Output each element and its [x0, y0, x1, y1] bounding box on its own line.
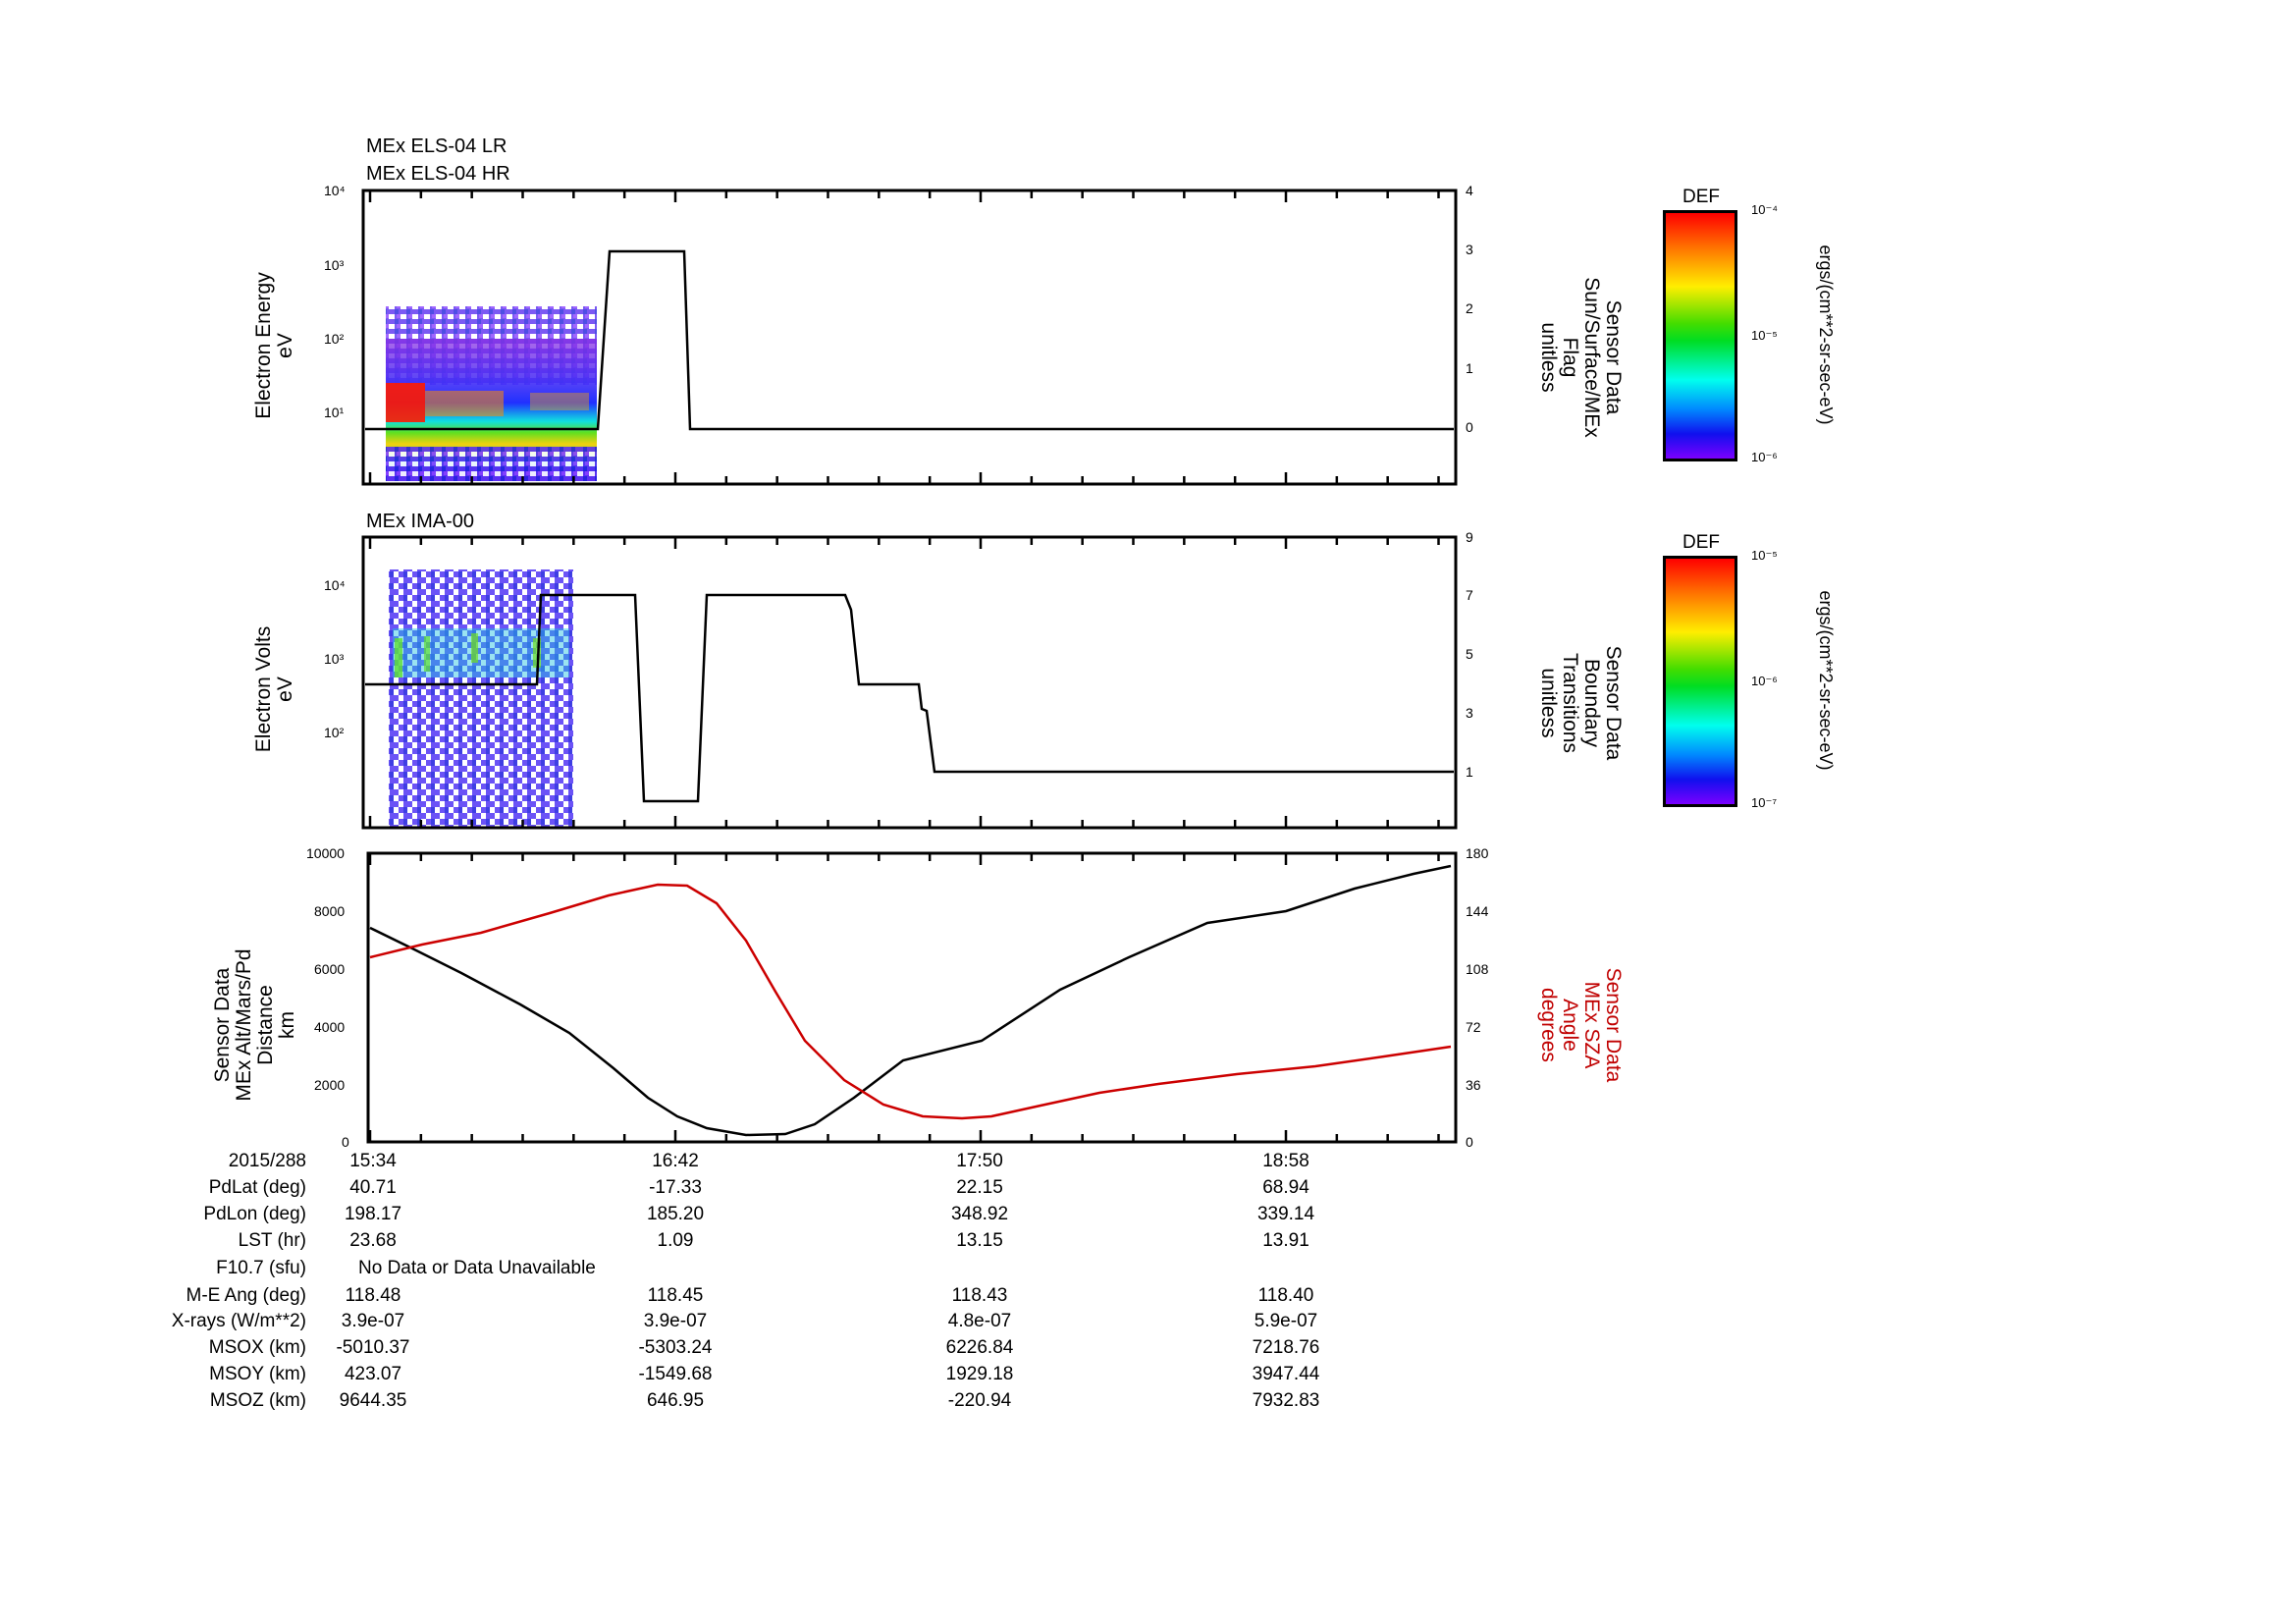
p3-ytick-right: 144 [1466, 903, 1489, 919]
time-label: 15:34 [349, 1151, 397, 1171]
panel1-flag-line [365, 249, 1454, 431]
p3-ytick-right: 72 [1466, 1019, 1481, 1035]
p1-ytick-right: 4 [1466, 183, 1473, 198]
colorbar1-title: DEF [1682, 187, 1720, 207]
p3-ytick: 0 [342, 1134, 349, 1150]
table-date: 2015/288 [228, 1151, 306, 1171]
cb1-tick: 10⁻⁴ [1751, 202, 1778, 217]
time-label: 18:58 [1262, 1151, 1309, 1171]
p3-ytick-right: 108 [1466, 961, 1489, 977]
p2-ytick-right: 5 [1466, 646, 1473, 662]
p3-ytick: 6000 [314, 961, 346, 977]
p2-ytick-right: 7 [1466, 587, 1473, 603]
p3-ytick-right: 0 [1466, 1134, 1473, 1150]
cb1-tick: 10⁻⁵ [1751, 328, 1778, 343]
cb2-tick: 10⁻⁷ [1751, 795, 1778, 810]
cb1-tick: 10⁻⁶ [1751, 450, 1778, 464]
cb2-tick: 10⁻⁵ [1751, 548, 1778, 563]
p1-ytick-right: 0 [1466, 419, 1473, 435]
time-label: 17:50 [956, 1151, 1003, 1171]
p3-ytick: 8000 [314, 903, 346, 919]
p2-ytick: 10² [324, 725, 345, 740]
p3-ytick-right: 180 [1466, 845, 1489, 861]
p2-ytick-right: 1 [1466, 764, 1473, 780]
p1-ytick: 10² [324, 331, 345, 347]
p1-ytick: 10³ [324, 257, 345, 273]
p1-ytick-right: 3 [1466, 242, 1473, 257]
time-label: 16:42 [652, 1151, 699, 1171]
sza-line [369, 883, 1452, 1120]
panel1-spectrogram [386, 306, 597, 481]
p1-ytick: 10⁴ [324, 183, 346, 198]
colorbar1 [1663, 210, 1737, 461]
colorbar2-title: DEF [1682, 532, 1720, 553]
cb2-tick: 10⁻⁶ [1751, 674, 1778, 688]
panel1-title-hr: MEx ELS-04 HR [366, 163, 510, 185]
p1-ytick-right: 1 [1466, 360, 1473, 376]
panel1-title-lr: MEx ELS-04 LR [366, 135, 507, 157]
p2-ytick-right: 3 [1466, 705, 1473, 721]
p1-ytick: 10¹ [324, 405, 345, 420]
p3-ytick: 4000 [314, 1019, 346, 1035]
p1-ytick-right: 2 [1466, 300, 1473, 316]
panel2-boundary-line [365, 593, 1454, 803]
panel2-spectrogram [389, 569, 573, 827]
p2-ytick-right: 9 [1466, 529, 1473, 545]
altitude-line [369, 864, 1452, 1137]
p3-ytick-right: 36 [1466, 1077, 1481, 1093]
colorbar2 [1663, 556, 1737, 807]
p2-ytick: 10⁴ [324, 577, 346, 593]
panel2-title: MEx IMA-00 [366, 511, 475, 532]
p3-ytick: 2000 [314, 1077, 346, 1093]
p3-ytick: 10000 [306, 845, 345, 861]
p2-ytick: 10³ [324, 651, 345, 667]
